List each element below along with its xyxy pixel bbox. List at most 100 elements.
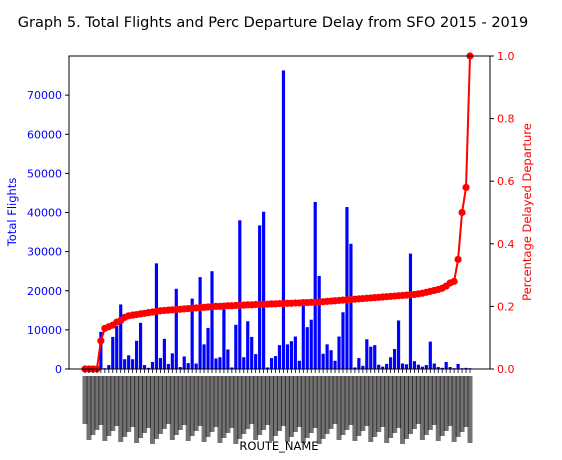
flights-bar: [341, 312, 345, 369]
right-axis-tick-label: 1.0: [497, 50, 515, 63]
flights-bar: [333, 360, 337, 369]
right-axis-tick-label: 0.8: [497, 113, 515, 126]
flights-bar: [178, 367, 182, 369]
flights-bar: [357, 358, 361, 369]
x-axis-tick-label-glyph: [229, 376, 235, 428]
delay-point: [454, 255, 462, 264]
flights-bar: [404, 364, 409, 369]
x-axis-tick-label-glyph: [376, 376, 382, 432]
x-axis-tick-label-glyph: [308, 376, 314, 433]
x-axis-tick-label-glyph: [177, 376, 183, 430]
x-axis-tick-label-glyph: [280, 376, 286, 426]
x-axis-tick-label-glyph: [348, 376, 354, 425]
x-axis-tick-label-glyph: [300, 376, 306, 443]
flights-bar: [369, 346, 373, 369]
flights-bar: [325, 344, 329, 369]
flights-bar: [432, 363, 436, 369]
left-axis-tick-label: 50000: [27, 167, 62, 180]
flights-bar: [337, 336, 341, 369]
flights-bar: [265, 367, 270, 369]
x-axis-tick-label-glyph: [142, 376, 148, 433]
right-axis: 0.0 0.2 0.4 0.6 0.8 1.0: [490, 50, 515, 376]
flights-bar: [448, 367, 452, 369]
flights-bar: [456, 363, 460, 369]
left-axis-tick-label: 60000: [27, 128, 62, 141]
x-axis-tick-label-glyph: [146, 376, 152, 428]
x-axis-tick-label-glyph: [261, 376, 267, 430]
x-axis-tick-label-glyph: [403, 376, 409, 439]
flights-bar: [258, 225, 262, 369]
x-axis-tick-label-glyph: [431, 376, 437, 425]
x-axis-tick-label-glyph: [419, 376, 425, 440]
left-axis: 0 10000 20000 30000 40000 50000 60000 70000: [27, 89, 69, 376]
flights-bar: [158, 358, 162, 369]
x-axis-tick-label-glyph: [193, 376, 199, 431]
x-axis-tick-label-glyph: [269, 376, 275, 441]
x-axis-tick-label-glyph: [415, 376, 421, 424]
flights-bar: [381, 366, 385, 369]
delay-line-layer: [81, 52, 474, 373]
x-axis-tick-label-glyph: [217, 376, 223, 443]
flights-bar: [135, 340, 139, 369]
x-axis: [82, 369, 473, 444]
x-axis-tick-label-glyph: [189, 376, 195, 436]
delay-point: [462, 183, 470, 192]
right-axis-tick-label: 0.4: [497, 238, 515, 251]
flights-bar: [396, 320, 401, 369]
flights-bar: [416, 364, 420, 369]
flights-bar: [214, 358, 218, 369]
flights-bar: [440, 367, 444, 369]
x-axis-tick-label-glyph: [149, 376, 155, 444]
flights-bar: [198, 277, 202, 369]
flights-bar: [444, 361, 448, 369]
x-axis-tick-label-glyph: [459, 376, 465, 432]
x-axis-tick-label-glyph: [173, 376, 179, 435]
x-axis-tick-label-glyph: [273, 376, 279, 436]
x-axis-tick-label-glyph: [439, 376, 445, 436]
x-axis-tick-label-glyph: [304, 376, 310, 438]
x-axis-tick-label-glyph: [245, 376, 251, 429]
flights-bar: [230, 367, 234, 369]
right-axis-tick-label: 0.0: [497, 363, 515, 376]
delay-point: [450, 277, 458, 285]
x-axis-tick-label-glyph: [241, 376, 247, 434]
flights-bar: [317, 275, 321, 369]
x-axis-tick-label-glyph: [384, 376, 390, 443]
x-axis-tick-label-glyph: [320, 376, 326, 439]
flights-bar: [408, 253, 413, 369]
flights-bar: [234, 324, 238, 369]
plot-frame: [68, 55, 491, 370]
flights-bar: [393, 349, 397, 369]
x-axis-tick-label-glyph: [253, 376, 259, 440]
x-axis-tick-label-glyph: [336, 376, 342, 440]
x-axis-tick-label-glyph: [312, 376, 318, 428]
flights-bar: [285, 344, 290, 369]
flights-bar: [170, 353, 174, 369]
x-axis-tick-label-glyph: [332, 376, 338, 424]
flights-bar: [305, 327, 309, 369]
x-axis-tick-label-glyph: [106, 376, 112, 436]
x-axis-tick-label-glyph: [118, 376, 124, 442]
flights-bar: [138, 322, 143, 369]
x-axis-tick-label-glyph: [352, 376, 358, 441]
flights-bar: [242, 357, 246, 369]
left-axis-tick-label: 70000: [27, 89, 62, 102]
x-axis-tick-label-glyph: [249, 376, 255, 424]
flights-bar: [412, 361, 417, 369]
delay-line: [85, 55, 471, 370]
x-axis-tick-label-glyph: [237, 376, 243, 439]
x-axis-tick-label-glyph: [138, 376, 144, 438]
x-axis-tick-label-glyph: [130, 376, 136, 427]
flights-bar: [190, 298, 194, 369]
flights-bar: [218, 357, 222, 369]
x-axis-tick-label-glyph: [396, 376, 402, 428]
x-axis-tick-label-glyph: [392, 376, 398, 433]
x-axis-tick-label-glyph: [153, 376, 159, 439]
flights-bar: [206, 327, 210, 369]
x-axis-tick-label-glyph: [185, 376, 191, 441]
flights-bar: [194, 363, 198, 369]
flights-bar: [186, 363, 190, 369]
x-axis-tick-label-glyph: [157, 376, 163, 434]
right-axis-label: Percentage Delayed Departure: [520, 123, 534, 301]
x-axis-tick-label-glyph: [233, 376, 239, 444]
